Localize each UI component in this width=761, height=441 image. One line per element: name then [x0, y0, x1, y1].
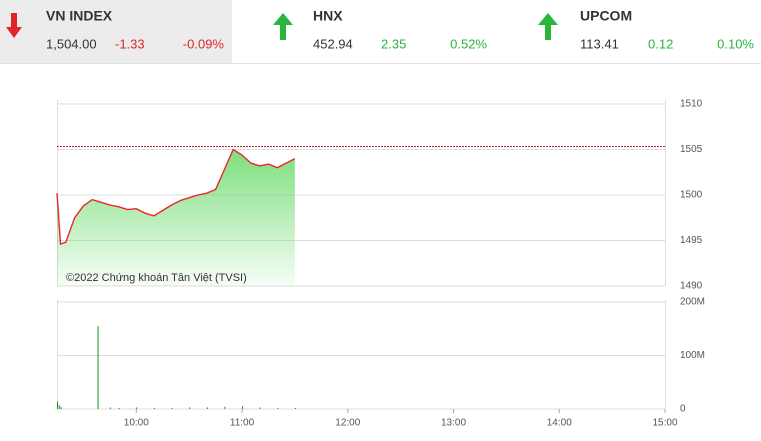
x-tick-label: 12:00: [335, 418, 360, 429]
area-fill: [57, 149, 295, 286]
x-tick-label: 11:00: [230, 418, 255, 429]
watermark: ©2022 Chứng khoán Tân Việt (TVSI): [66, 272, 247, 284]
index-cell[interactable]: UPCOM 113.41 0.12 0.10%: [538, 8, 754, 52]
down-arrow: [6, 13, 22, 38]
index-value: 1,504.00: [46, 36, 97, 51]
y-tick-label: 1490: [680, 281, 703, 292]
y-tick-label: 1500: [680, 190, 703, 201]
index-name: UPCOM: [580, 8, 632, 24]
y-tick-label: 1505: [680, 144, 703, 155]
index-name: VN INDEX: [46, 8, 113, 24]
x-tick-label: 15:00: [652, 418, 677, 429]
y-tick-label: 1510: [680, 99, 703, 110]
index-value: 452.94: [313, 36, 353, 51]
index-cell[interactable]: HNX 452.94 2.35 0.52%: [273, 8, 487, 52]
active-cell: [0, 0, 232, 63]
y-tick-label: 200M: [680, 297, 705, 308]
y-tick-label: 1495: [680, 235, 703, 246]
price-line: [56, 148, 296, 246]
y-tick-label: 0: [680, 404, 686, 415]
index-name: HNX: [313, 8, 343, 24]
index-percent: 0.52%: [450, 36, 487, 51]
index-value: 113.41: [580, 36, 619, 51]
index-percent: -0.09%: [183, 36, 225, 51]
index-change: -1.33: [115, 36, 145, 51]
up-arrow: [538, 13, 558, 40]
index-percent: 0.10%: [717, 36, 754, 51]
x-tick-label: 10:00: [124, 418, 149, 429]
index-cell[interactable]: VN INDEX 1,504.00 -1.33 -0.09%: [6, 8, 224, 52]
index-change: 0.12: [648, 36, 673, 51]
index-change: 2.35: [381, 36, 406, 51]
x-tick-label: 13:00: [441, 418, 466, 429]
x-tick-label: 14:00: [547, 418, 572, 429]
y-tick-label: 100M: [680, 350, 705, 361]
up-arrow: [273, 13, 293, 40]
